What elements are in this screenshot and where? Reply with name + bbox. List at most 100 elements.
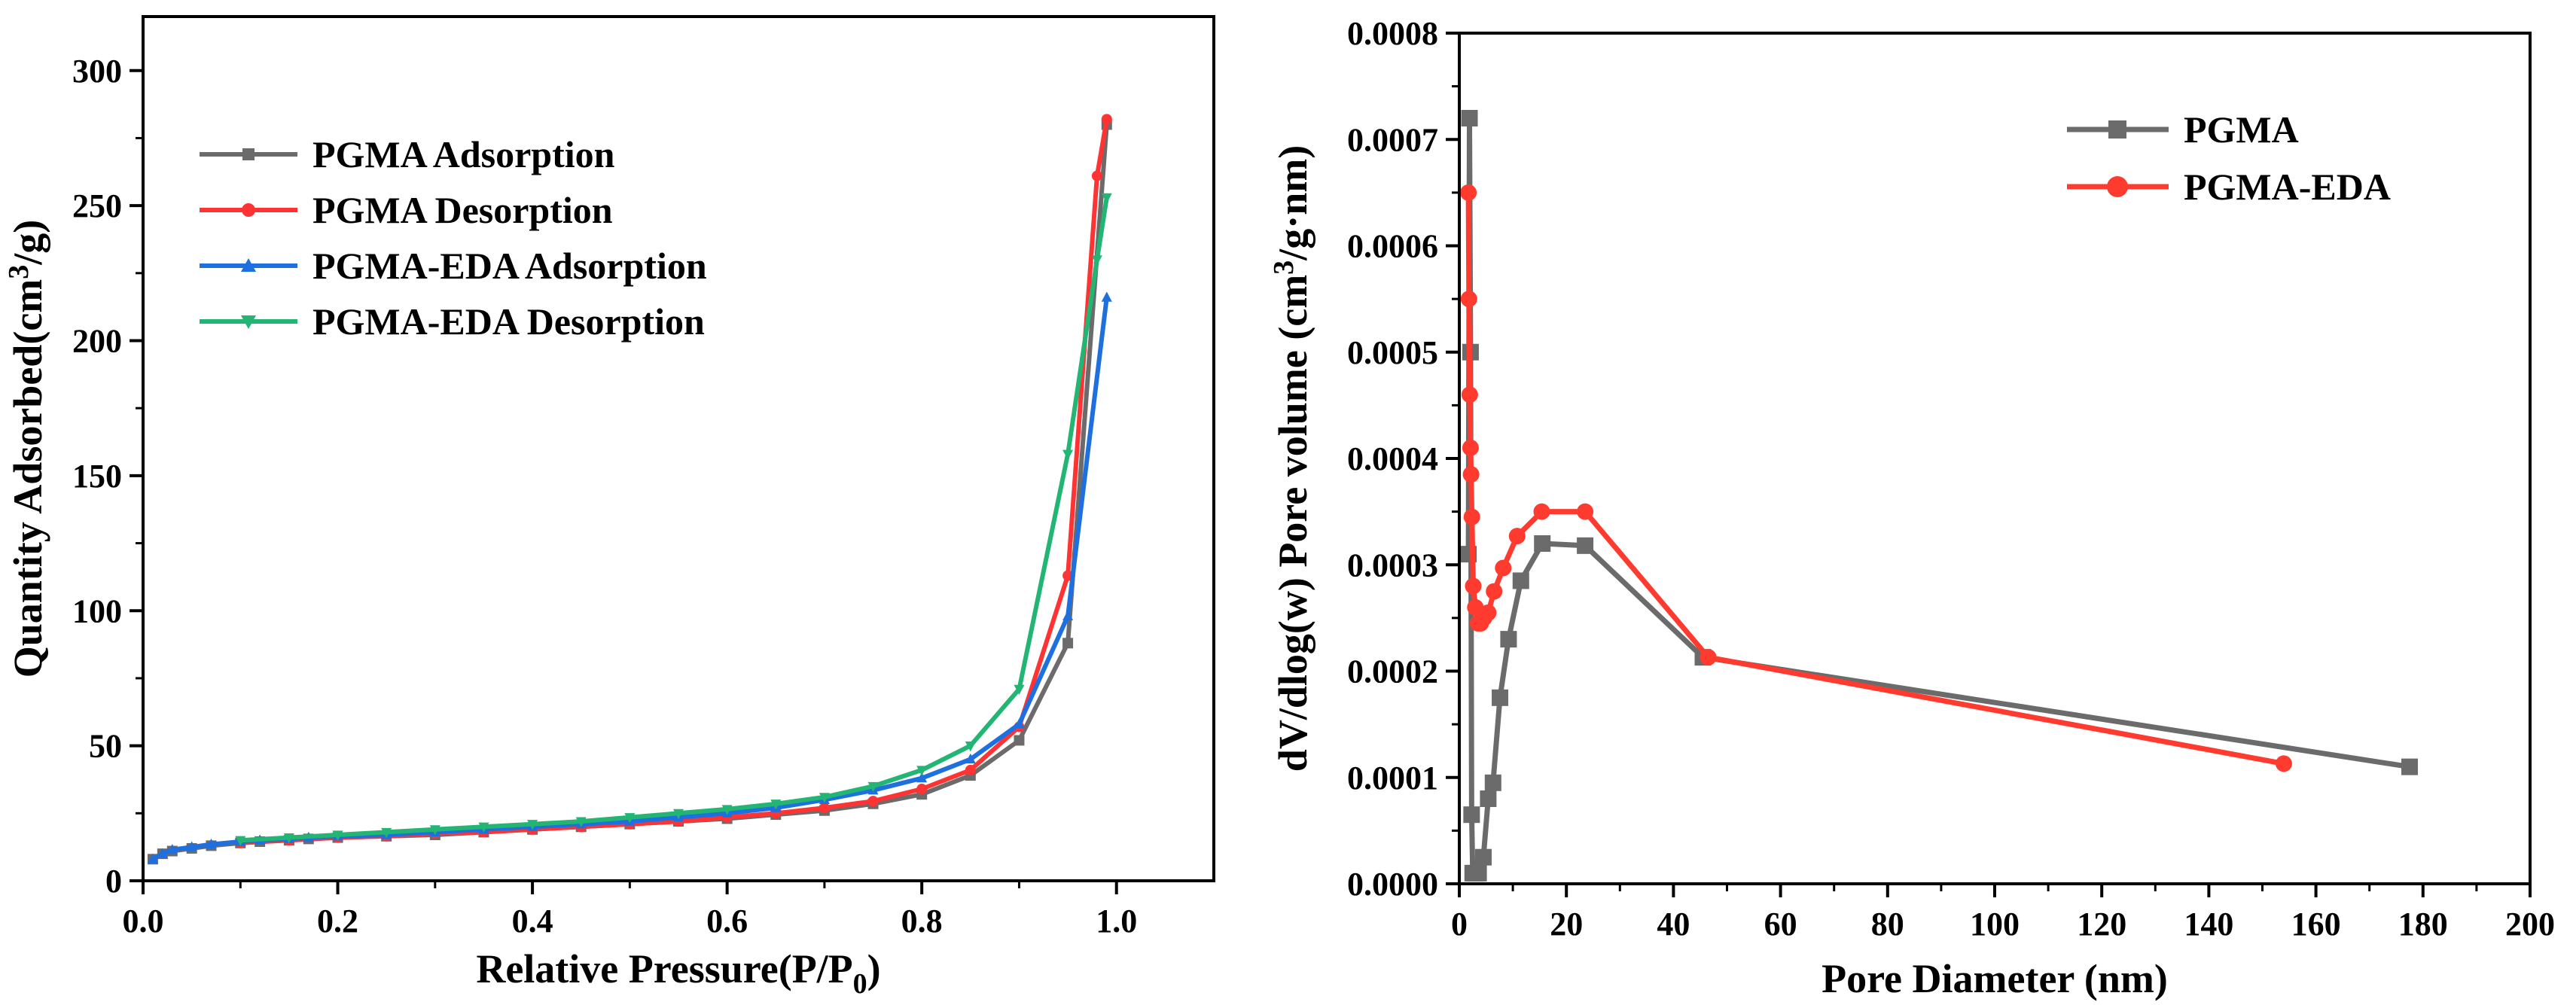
series-pgma <box>1460 110 2419 882</box>
y-tick-label: 150 <box>72 458 122 495</box>
data-point-pgma-eda-desorption <box>332 830 343 841</box>
data-point-pgma <box>1484 774 1501 791</box>
y-tick-label: 250 <box>72 187 122 224</box>
series-pgma-eda-desorption <box>235 193 1112 846</box>
data-point-pgma <box>1577 537 1594 554</box>
isotherm-x-axis-title: Relative Pressure(P/P0) <box>476 946 880 1000</box>
data-point-pgma-desorption <box>916 784 928 795</box>
data-point-pgma <box>1461 110 1478 126</box>
legend-swatch-marker <box>242 148 255 160</box>
legend-entry-pgma-eda-desorption: PGMA-EDA Desorption <box>200 300 705 343</box>
data-point-pgma-eda <box>1486 583 1503 600</box>
legend-label: PGMA-EDA Desorption <box>312 300 705 343</box>
data-point-pgma-eda-adsorption <box>166 844 178 854</box>
data-point-pgma-eda <box>1463 508 1480 525</box>
data-point-pgma-eda-adsorption <box>157 848 168 858</box>
x-tick-label: 200 <box>2505 906 2555 943</box>
data-point-pgma-eda-adsorption <box>916 772 928 783</box>
data-point-pgma-eda-adsorption <box>147 853 158 863</box>
legend-swatch-marker <box>241 315 256 329</box>
data-point-pgma-desorption <box>867 796 879 807</box>
data-point-pgma-eda <box>1460 291 1477 308</box>
data-point-pgma-eda <box>1460 184 1477 201</box>
data-point-pgma-adsorption <box>1062 638 1074 649</box>
y-tick-label: 0.0008 <box>1347 15 1438 52</box>
y-tick-label: 0.0006 <box>1347 228 1438 265</box>
data-point-pgma-eda-adsorption <box>965 753 976 764</box>
series-line-pgma-eda-desorption <box>240 196 1109 843</box>
pore-distribution-axes: 0 20 40 60 80 100 120 140 160 180 200 0.0000 0.0001 0… <box>1347 15 2555 943</box>
data-point-pgma-eda <box>1577 503 1594 520</box>
legend-entry-pgma-eda-adsorption: PGMA-EDA Adsorption <box>200 245 707 287</box>
legend-swatch-marker <box>241 258 256 272</box>
y-tick-label: 0.0003 <box>1347 547 1438 583</box>
series-line-pgma-eda-adsorption <box>151 297 1109 861</box>
data-point-pgma-eda <box>1495 559 1512 577</box>
data-point-pgma-eda-adsorption <box>206 838 217 849</box>
y-tick-label: 0.0001 <box>1347 760 1438 796</box>
data-point-pgma-eda-desorption <box>429 825 441 836</box>
y-tick-label: 0 <box>105 863 122 900</box>
legend-swatch-marker <box>242 203 255 217</box>
data-point-pgma-eda-desorption <box>721 805 733 815</box>
data-point-pgma-eda <box>1480 604 1497 621</box>
data-point-pgma-eda-adsorption <box>1101 291 1112 302</box>
data-point-pgma-eda-desorption <box>673 809 684 820</box>
data-point-pgma-eda-desorption <box>916 766 928 776</box>
data-point-pgma-eda-desorption <box>381 827 392 839</box>
data-point-pgma-desorption <box>1091 170 1102 181</box>
isotherm-y-axis-title: Quantity Adsorbed(cm3/g) <box>3 220 50 678</box>
x-tick-label: 80 <box>1871 906 1904 943</box>
data-point-pgma <box>1470 864 1487 882</box>
data-point-pgma <box>1480 790 1497 807</box>
legend-entry-pgma: PGMA <box>2067 108 2299 151</box>
pore-legend: PGMA PGMA-EDA <box>2067 108 2391 208</box>
pore-plot-frame <box>1458 32 2532 885</box>
y-tick-label: 0.0005 <box>1347 334 1438 371</box>
data-point-pgma-eda-desorption <box>1062 449 1074 460</box>
data-point-pgma-eda-desorption <box>283 833 294 844</box>
data-point-pgma-eda-adsorption <box>1062 610 1074 621</box>
data-point-pgma <box>1463 806 1480 824</box>
x-tick-label: 100 <box>1970 906 2020 943</box>
y-tick-label: 0.0004 <box>1347 440 1438 477</box>
x-tick-label: 0.2 <box>317 903 358 940</box>
x-tick-label: 0.4 <box>512 903 553 940</box>
x-tick-label: 0.8 <box>901 903 943 940</box>
data-point-pgma-eda <box>1462 466 1480 483</box>
series-pgma-adsorption <box>147 119 1112 865</box>
data-point-pgma-eda-desorption <box>1014 684 1025 695</box>
legend-entry-pgma-adsorption: PGMA Adsorption <box>200 133 615 175</box>
data-point-pgma-desorption <box>1101 114 1112 125</box>
x-tick-label: 0.0 <box>123 903 164 940</box>
legend-label: PGMA Adsorption <box>312 133 615 175</box>
y-tick-label: 0.0002 <box>1347 653 1438 690</box>
legend-label: PGMA <box>2184 108 2299 151</box>
data-point-pgma-adsorption <box>1014 735 1025 746</box>
isotherm-plot-area <box>147 114 1112 865</box>
x-tick-label: 20 <box>1550 906 1583 943</box>
data-point-pgma-eda-desorption <box>867 781 879 793</box>
x-tick-label: 180 <box>2398 906 2448 943</box>
legend-label: PGMA-EDA <box>2184 166 2391 208</box>
y-tick-label: 0.0000 <box>1347 866 1438 903</box>
y-tick-label: 100 <box>72 592 122 629</box>
data-point-pgma <box>1512 572 1529 589</box>
data-point-pgma-eda <box>1700 649 1717 666</box>
y-tick-label: 300 <box>72 53 122 90</box>
x-tick-label: 160 <box>2291 906 2341 943</box>
data-point-pgma-eda-desorption <box>1091 255 1102 266</box>
x-tick-label: 1.0 <box>1096 903 1137 940</box>
data-point-pgma-eda-desorption <box>965 742 976 752</box>
legend-entry-pgma-desorption: PGMA Desorption <box>200 189 613 231</box>
data-point-pgma-eda-desorption <box>575 817 587 827</box>
legend-entry-pgma-eda: PGMA-EDA <box>2067 166 2391 208</box>
data-point-pgma <box>1474 848 1492 866</box>
data-point-pgma-eda <box>1508 528 1526 545</box>
y-tick-label: 200 <box>72 323 122 360</box>
isotherm-plot-frame <box>142 15 1215 882</box>
data-point-pgma-eda-desorption <box>819 793 830 803</box>
data-point-pgma-eda <box>1461 386 1478 404</box>
data-point-pgma <box>1492 689 1509 706</box>
